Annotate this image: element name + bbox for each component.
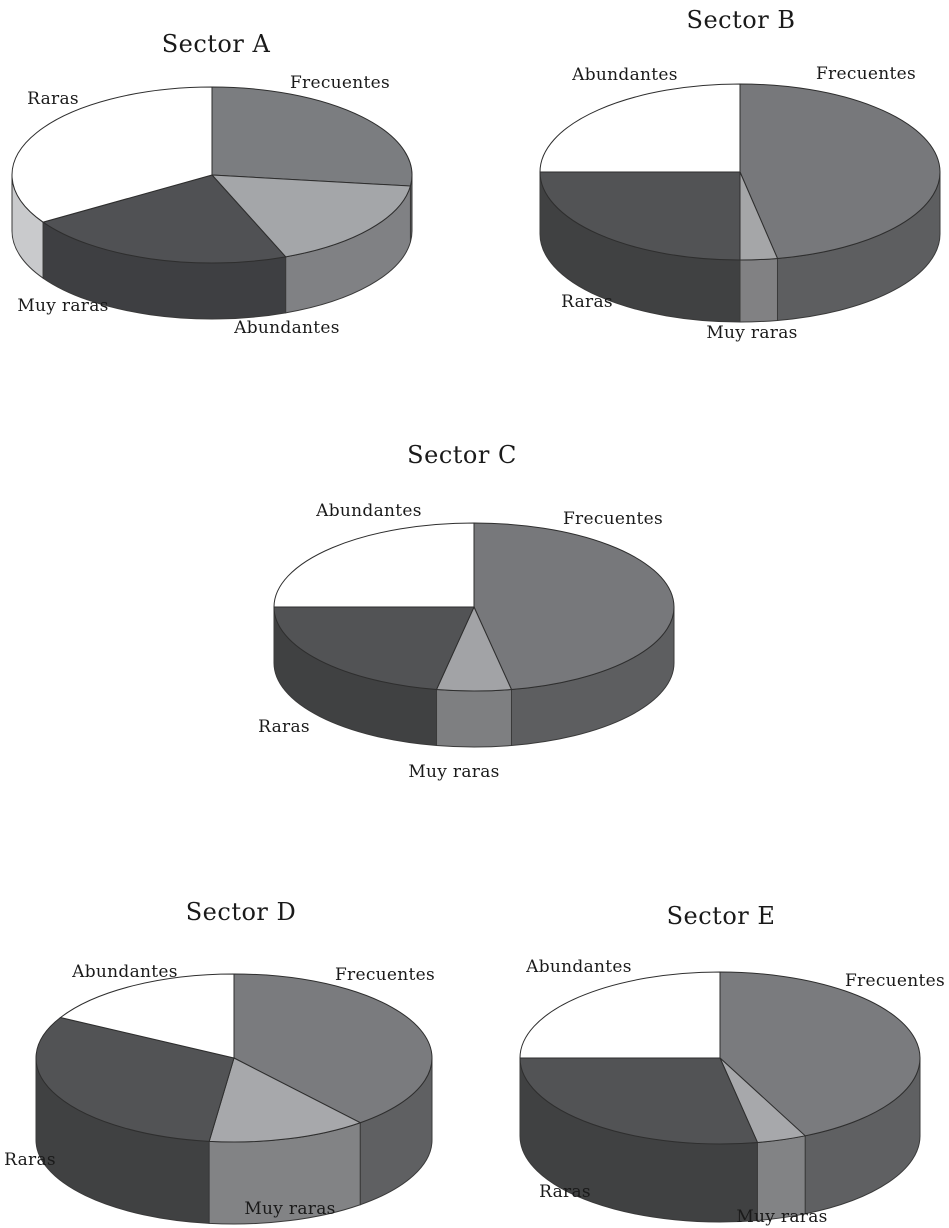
slice-label: Raras xyxy=(258,717,310,737)
slice-label: Muy raras xyxy=(408,762,499,782)
slice-label: Muy raras xyxy=(244,1199,335,1219)
pie-slice-muy-raras xyxy=(41,174,287,264)
slice-label: Abundantes xyxy=(571,65,678,85)
chart-title: Sector B xyxy=(687,6,796,34)
pie-slice-raras xyxy=(273,606,475,691)
pie-slice-raras xyxy=(11,86,213,223)
slice-label: Raras xyxy=(27,89,79,109)
pie-side-muy-raras xyxy=(739,257,778,323)
slice-label: Abundantes xyxy=(233,318,340,338)
pie-sector-d xyxy=(35,973,433,1225)
slice-label: Muy raras xyxy=(17,296,108,316)
pie-sector-c xyxy=(273,522,675,748)
chart-title: Sector C xyxy=(407,441,517,469)
pie-slice-frecuentes xyxy=(739,83,941,259)
pie-sector-b xyxy=(539,83,941,323)
pie-slice-abundantes xyxy=(519,971,721,1059)
pie-slice-abundantes xyxy=(539,83,741,173)
pie-sector-a xyxy=(11,86,413,320)
slice-label: Abundantes xyxy=(525,957,632,977)
chart-title: Sector D xyxy=(186,898,297,926)
pie-slice-frecuentes xyxy=(473,522,675,691)
chart-title: Sector A xyxy=(162,30,271,58)
pie-slice-abundantes xyxy=(273,522,475,608)
chart-sector-e: Sector E Frecuentes Muy raras Raras Abun… xyxy=(519,902,945,1227)
chart-sector-b: Sector B Frecuentes Muy raras Raras Abun… xyxy=(539,6,941,343)
slice-label: Frecuentes xyxy=(816,64,916,84)
pie-sector-e xyxy=(519,971,921,1223)
pie-slice-muy-raras xyxy=(208,1057,362,1143)
slice-label: Abundantes xyxy=(315,501,422,521)
pie-slice-frecuentes xyxy=(211,86,413,187)
pie-slice-raras xyxy=(519,1057,759,1145)
chart-sector-a: Sector A Frecuentes Abundantes Muy raras… xyxy=(11,30,413,338)
slice-label: Frecuentes xyxy=(563,509,663,529)
slice-label: Frecuentes xyxy=(290,73,390,93)
slice-label: Frecuentes xyxy=(335,965,435,985)
chart-sector-c: Sector C Frecuentes Muy raras Raras Abun… xyxy=(258,441,675,782)
slice-label: Raras xyxy=(4,1150,56,1170)
pie-slice-raras xyxy=(35,1016,235,1142)
pie-slice-abundantes xyxy=(59,973,235,1059)
pie-slice-abundantes xyxy=(210,174,412,258)
slice-label: Abundantes xyxy=(71,962,178,982)
slice-label: Raras xyxy=(561,292,613,312)
slice-label: Muy raras xyxy=(736,1207,827,1227)
pie-slice-raras xyxy=(539,171,741,261)
slice-label: Frecuentes xyxy=(845,971,945,991)
pie-side-muy-raras xyxy=(436,688,512,748)
chart-title: Sector E xyxy=(667,902,776,930)
slice-label: Raras xyxy=(539,1182,591,1202)
slice-label: Muy raras xyxy=(706,323,797,343)
pie-slice-frecuentes xyxy=(233,973,433,1124)
chart-sector-d: Sector D Frecuentes Muy raras Raras Abun… xyxy=(4,898,435,1225)
pie-slice-frecuentes xyxy=(719,971,921,1137)
